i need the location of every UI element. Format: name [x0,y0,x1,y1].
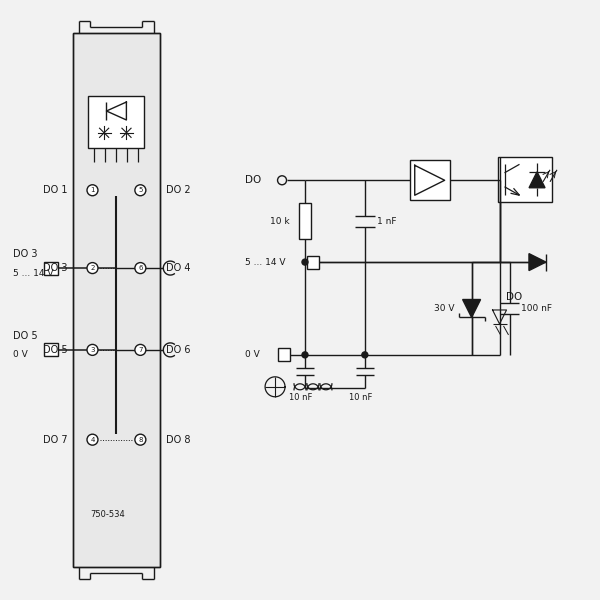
Circle shape [278,176,287,185]
Polygon shape [529,254,546,271]
Bar [106,35,127,565]
Text: DO: DO [245,175,262,185]
Bar [278,349,290,361]
Circle shape [135,434,146,445]
Text: 5: 5 [138,187,143,193]
Bar [410,160,449,200]
Polygon shape [529,172,545,188]
Text: 2: 2 [90,265,95,271]
Text: DO 6: DO 6 [166,345,191,355]
Bar [307,256,319,269]
Text: DO 2: DO 2 [166,185,191,195]
Text: DO 5: DO 5 [13,331,37,341]
Text: 5 ... 14 V: 5 ... 14 V [245,257,286,266]
Bar [44,262,58,275]
Text: DO 8: DO 8 [166,434,191,445]
Text: 3: 3 [90,347,95,353]
Circle shape [87,434,98,445]
Circle shape [135,344,146,355]
Bar [88,97,145,148]
Circle shape [362,352,368,358]
Text: 10 k: 10 k [270,217,290,226]
Circle shape [135,185,146,196]
Circle shape [302,259,308,265]
Text: 10 nF: 10 nF [289,393,313,402]
Text: 1: 1 [90,187,95,193]
Circle shape [87,344,98,355]
Circle shape [302,352,308,358]
Text: 8: 8 [138,437,143,443]
Text: 0 V: 0 V [13,350,28,359]
Text: DO 3: DO 3 [43,263,68,273]
Text: DO: DO [506,292,522,302]
Bar [299,203,311,239]
Text: 5 ... 14 V: 5 ... 14 V [13,269,53,278]
Text: 4: 4 [90,437,95,443]
Text: DO 4: DO 4 [166,263,191,273]
Bar [44,343,58,356]
Text: DO 5: DO 5 [43,345,68,355]
Text: 30 V: 30 V [434,304,454,313]
Text: 0 V: 0 V [245,350,260,359]
Circle shape [135,263,146,274]
Circle shape [87,263,98,274]
Text: 1 nF: 1 nF [377,217,397,226]
Bar [73,32,160,568]
Text: 750-534: 750-534 [91,510,125,519]
Text: 6: 6 [138,265,143,271]
Polygon shape [463,299,481,317]
Circle shape [87,185,98,196]
Text: 100 nF: 100 nF [521,304,553,313]
Text: DO 1: DO 1 [43,185,68,195]
Text: 10 nF: 10 nF [349,393,373,402]
Bar [497,157,553,202]
Text: 7: 7 [138,347,143,353]
Text: DO 3: DO 3 [13,249,37,259]
Text: DO 7: DO 7 [43,434,68,445]
